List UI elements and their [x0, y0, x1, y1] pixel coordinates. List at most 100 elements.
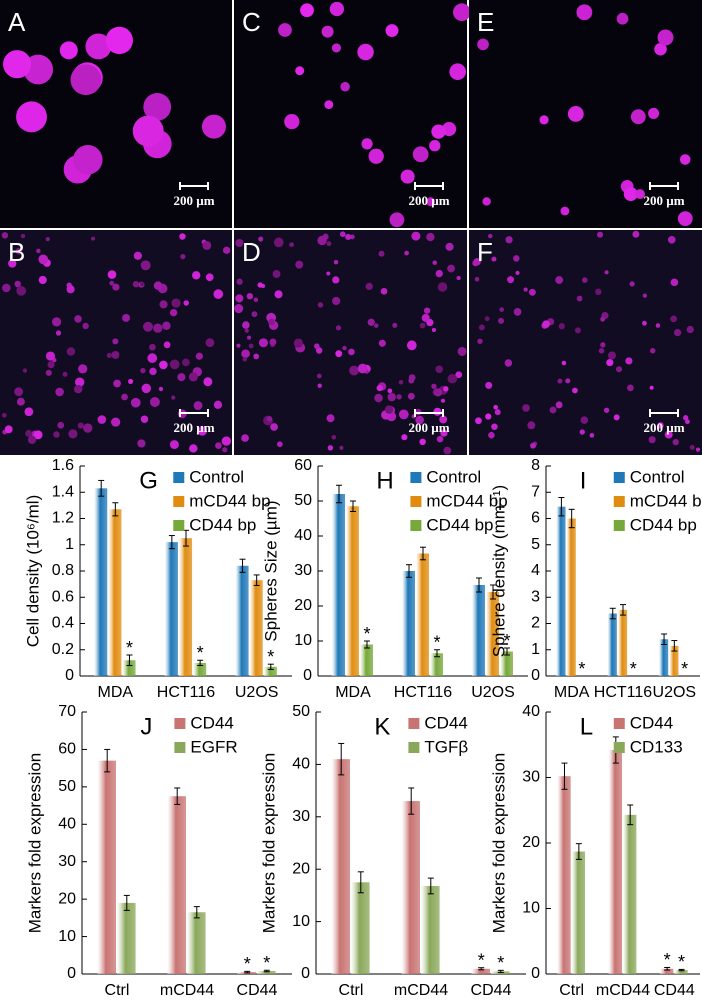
- cell-sphere: [315, 347, 323, 354]
- cell-sphere: [24, 407, 34, 417]
- panel-letter: I: [580, 467, 587, 494]
- panel-letter: C: [242, 7, 261, 37]
- y-tick-label: 40: [58, 816, 76, 833]
- cell-sphere: [679, 154, 691, 165]
- cell-sphere: [235, 294, 244, 303]
- cell-sphere: [236, 278, 243, 285]
- cell-sphere: [78, 364, 88, 374]
- y-tick-label: 0.6: [52, 588, 74, 605]
- cell-sphere: [258, 236, 264, 242]
- cell-sphere: [321, 25, 334, 38]
- cell-sphere: [113, 379, 122, 388]
- cell-sphere: [642, 320, 647, 326]
- cell-sphere: [105, 26, 133, 55]
- scale-bar-label: 200 µm: [643, 420, 684, 435]
- cell-sphere: [396, 394, 402, 400]
- cell-sphere: [523, 287, 528, 292]
- cell-sphere: [423, 307, 431, 314]
- legend-label: mCD44 bp: [189, 491, 270, 510]
- significance-mark: *: [681, 659, 688, 679]
- cell-sphere: [378, 250, 385, 257]
- cell-sphere: [189, 444, 198, 453]
- image-panel: E 200 µm: [469, 0, 702, 228]
- bar: [617, 609, 628, 676]
- y-tick-label: 40: [294, 527, 312, 544]
- cell-sphere: [580, 416, 589, 424]
- cell-sphere: [683, 415, 689, 421]
- cell-sphere: [407, 392, 415, 400]
- bar: [360, 644, 373, 676]
- y-tick-label: 30: [58, 853, 76, 870]
- cell-sphere: [667, 235, 676, 244]
- cell-sphere: [111, 417, 121, 427]
- legend-label: CD44: [190, 713, 233, 732]
- cell-sphere: [295, 66, 305, 76]
- cell-sphere: [137, 439, 146, 448]
- cell-sphere: [158, 386, 164, 392]
- cell-sphere: [499, 307, 505, 312]
- significance-mark: *: [478, 950, 485, 970]
- cell-sphere: [505, 236, 513, 244]
- bar: [94, 488, 108, 676]
- bar: [235, 565, 249, 676]
- y-tick-label: 1.6: [52, 457, 74, 474]
- y-tick-label: 50: [58, 778, 76, 795]
- bar: [430, 653, 443, 676]
- cell-sphere: [625, 357, 633, 365]
- cell-sphere: [248, 343, 254, 349]
- significance-mark: *: [244, 954, 251, 974]
- cell-sphere: [16, 397, 25, 406]
- cell-sphere: [1, 232, 9, 239]
- cell-sphere: [25, 429, 33, 437]
- cell-sphere: [380, 287, 388, 295]
- cell-sphere: [447, 264, 455, 273]
- cell-sphere: [293, 338, 304, 348]
- cell-sphere: [339, 445, 344, 450]
- cell-sphere: [59, 41, 78, 60]
- cell-sphere: [202, 241, 212, 250]
- x-tick-label: HCT116: [394, 684, 452, 701]
- image-panel: B 200 µm: [0, 230, 232, 455]
- bar: [472, 585, 485, 676]
- cell-sphere: [685, 419, 690, 425]
- cell-sphere: [74, 315, 82, 323]
- cell-sphere: [348, 348, 355, 356]
- cell-sphere: [203, 377, 213, 387]
- scale-bar-label: 200 µm: [173, 193, 214, 208]
- cell-sphere: [326, 414, 335, 423]
- cell-sphere: [664, 430, 673, 439]
- cell-sphere: [426, 232, 435, 242]
- cell-sphere: [374, 323, 379, 328]
- significance-mark: *: [263, 953, 270, 973]
- cell-sphere: [4, 425, 13, 434]
- cell-sphere: [629, 281, 635, 287]
- cell-sphere: [494, 409, 501, 416]
- cell-sphere: [130, 397, 141, 408]
- cell-sphere: [616, 12, 629, 25]
- cell-sphere: [180, 253, 186, 260]
- cell-sphere: [235, 238, 244, 248]
- cell-sphere: [368, 148, 384, 164]
- y-tick-label: 0.2: [52, 641, 74, 658]
- chart: 0 0.2 0.4 0.6 0.8 1 1.2 1.4 1.6 MDA * HCT116 * U2OS * G…: [23, 457, 292, 701]
- cell-sphere: [75, 377, 85, 387]
- panel-letter: L: [580, 713, 593, 740]
- bar: [122, 660, 136, 676]
- cell-sphere: [387, 388, 393, 394]
- bar: [108, 509, 122, 676]
- cell-sphere: [317, 302, 324, 308]
- cell-sphere: [143, 321, 153, 332]
- cell-sphere: [445, 242, 454, 251]
- bar: [346, 506, 359, 676]
- legend-swatch: [410, 496, 422, 507]
- cell-sphere: [14, 387, 24, 397]
- y-tick-label: 10: [58, 928, 76, 945]
- cell-sphere: [106, 352, 112, 358]
- cell-sphere: [576, 295, 583, 302]
- cell-sphere: [421, 313, 430, 322]
- legend-label: mCD44 bp: [426, 491, 507, 510]
- bar: [167, 796, 186, 974]
- cell-sphere: [387, 392, 396, 402]
- cell-sphere: [47, 361, 55, 369]
- cell-sphere: [345, 233, 352, 241]
